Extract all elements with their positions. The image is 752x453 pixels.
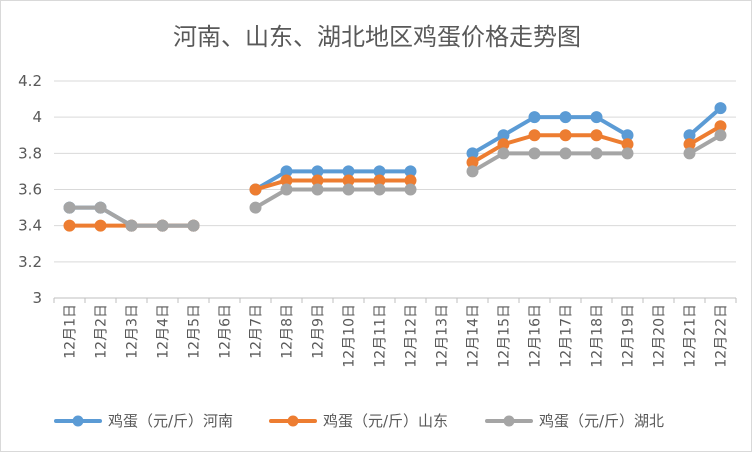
series-1: [63, 102, 727, 232]
y-tick-label: 4.2: [18, 72, 42, 90]
data-point: [621, 147, 634, 160]
x-tick-label: 12月5日: [187, 304, 203, 359]
data-point: [590, 129, 603, 142]
data-point: [559, 129, 572, 142]
x-tick-label: 12月17日: [559, 304, 575, 368]
data-point: [63, 201, 76, 214]
data-point: [311, 183, 324, 196]
x-tick-label: 12月13日: [435, 304, 451, 368]
series-3: [63, 129, 727, 232]
legend-label: 鸡蛋（元/斤）湖北: [539, 412, 664, 430]
data-point: [249, 183, 262, 196]
x-tick-label: 12月4日: [156, 304, 172, 359]
data-point: [94, 219, 107, 232]
chart-title: 河南、山东、湖北地区鸡蛋价格走势图: [173, 23, 581, 51]
x-tick-label: 12月10日: [342, 304, 358, 368]
data-point: [94, 201, 107, 214]
series-line: [67, 106, 723, 228]
data-point: [466, 165, 479, 178]
data-point: [373, 183, 386, 196]
x-tick-label: 12月2日: [94, 304, 110, 359]
data-point: [63, 219, 76, 232]
y-tick-label: 3.2: [18, 253, 42, 271]
x-tick-label: 12月15日: [497, 304, 513, 368]
axes: 3 3.2 3.4 3.6 3.8 4 4.2 12月1日 12月2日 12月3日 12月4日 12月…: [18, 72, 737, 368]
x-tick-label: 12月6日: [218, 304, 234, 359]
data-point: [125, 219, 138, 232]
x-tick-label: 12月3日: [125, 304, 141, 359]
x-tick-label: 12月11日: [373, 304, 389, 368]
data-point: [714, 102, 727, 115]
data-point: [280, 183, 293, 196]
x-tick-label: 12月18日: [590, 304, 606, 368]
x-tick-label: 12月16日: [528, 304, 544, 368]
y-tick-label: 3.8: [18, 144, 42, 162]
data-point: [559, 147, 572, 160]
data-point: [156, 219, 169, 232]
data-point: [683, 147, 696, 160]
data-point: [187, 219, 200, 232]
legend-item: 鸡蛋（元/斤）山东: [269, 412, 448, 430]
y-tick-label: 3.4: [18, 217, 42, 235]
data-point: [528, 147, 541, 160]
data-point: [528, 129, 541, 142]
legend-marker: [72, 415, 84, 427]
data-point: [497, 147, 510, 160]
x-tick-label: 12月7日: [249, 304, 265, 359]
legend-marker: [503, 415, 515, 427]
x-tick-label: 12月8日: [280, 304, 296, 359]
data-point: [342, 183, 355, 196]
x-tick-label: 12月12日: [404, 304, 420, 368]
y-tick-label: 3: [32, 289, 42, 307]
data-point: [404, 183, 417, 196]
data-point: [714, 129, 727, 142]
x-tick-label: 12月19日: [621, 304, 637, 368]
x-tick-label: 12月22日: [714, 304, 730, 368]
x-tick-label: 12月9日: [311, 304, 327, 359]
x-tick-label: 12月21日: [683, 304, 699, 368]
x-tick-label: 12月14日: [466, 304, 482, 368]
legend-marker: [287, 415, 299, 427]
legend: 鸡蛋（元/斤）河南 鸡蛋（元/斤）山东 鸡蛋（元/斤）湖北: [54, 412, 664, 430]
series-lines: [63, 102, 727, 232]
legend-item: 鸡蛋（元/斤）河南: [54, 412, 233, 430]
y-tick-label: 3.6: [18, 181, 42, 199]
x-tick-label: 12月1日: [63, 304, 79, 359]
data-point: [249, 201, 262, 214]
legend-item: 鸡蛋（元/斤）湖北: [485, 412, 664, 430]
data-point: [590, 147, 603, 160]
y-tick-label: 4: [32, 108, 42, 126]
data-point: [528, 111, 541, 124]
legend-label: 鸡蛋（元/斤）河南: [108, 412, 233, 430]
data-point: [590, 111, 603, 124]
x-tick-label: 12月20日: [652, 304, 668, 368]
data-point: [559, 111, 572, 124]
legend-label: 鸡蛋（元/斤）山东: [323, 412, 448, 430]
